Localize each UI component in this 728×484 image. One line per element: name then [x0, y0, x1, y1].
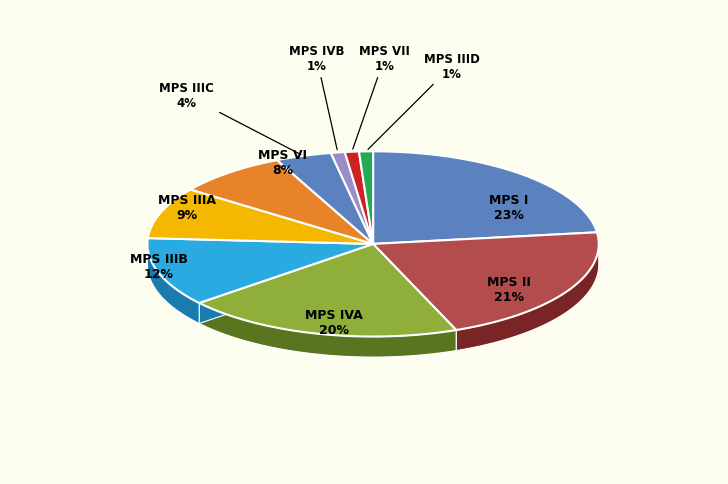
Text: MPS IVB
1%: MPS IVB 1% [289, 45, 344, 151]
Text: MPS IIIC
4%: MPS IIIC 4% [159, 82, 301, 155]
Polygon shape [456, 245, 598, 351]
Polygon shape [331, 153, 373, 244]
Text: MPS II
21%: MPS II 21% [486, 275, 531, 303]
Polygon shape [148, 190, 373, 244]
Polygon shape [345, 152, 373, 244]
Polygon shape [199, 244, 373, 324]
Polygon shape [359, 152, 373, 244]
Text: MPS IIIB
12%: MPS IIIB 12% [130, 253, 188, 281]
Polygon shape [277, 153, 373, 244]
Polygon shape [373, 152, 597, 244]
Polygon shape [191, 161, 373, 244]
Text: MPS IVA
20%: MPS IVA 20% [305, 309, 363, 337]
Polygon shape [148, 239, 373, 303]
Polygon shape [199, 244, 373, 324]
Polygon shape [373, 244, 456, 351]
Polygon shape [373, 244, 456, 351]
Polygon shape [373, 233, 598, 331]
Text: MPS I
23%: MPS I 23% [488, 193, 529, 221]
Text: MPS IIIA
9%: MPS IIIA 9% [158, 193, 216, 221]
Polygon shape [199, 244, 456, 337]
Polygon shape [199, 303, 456, 357]
Text: MPS VI
8%: MPS VI 8% [258, 149, 307, 176]
Text: MPS VII
1%: MPS VII 1% [353, 45, 410, 150]
Text: MPS IIID
1%: MPS IIID 1% [368, 52, 480, 150]
Polygon shape [148, 245, 199, 324]
